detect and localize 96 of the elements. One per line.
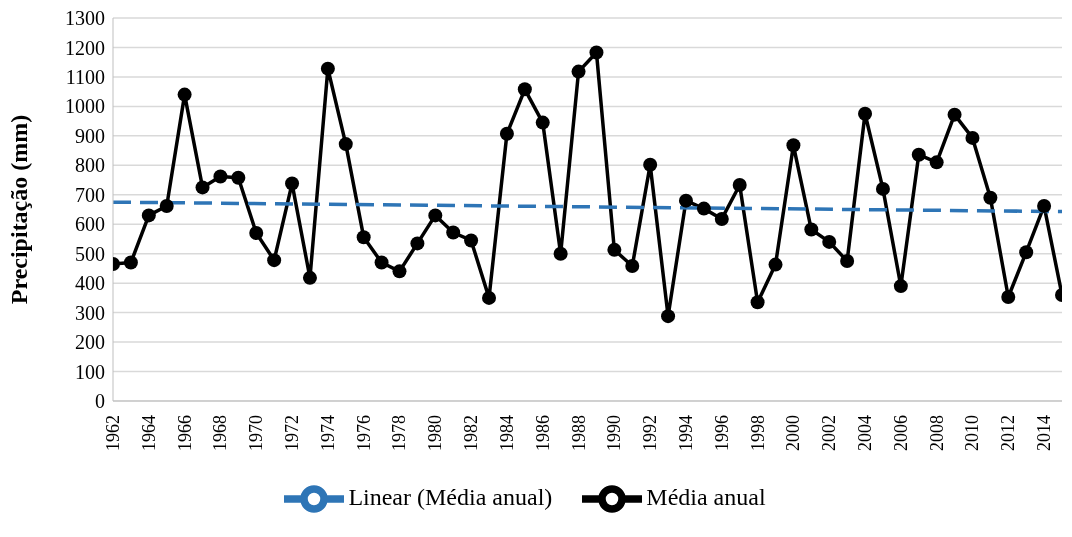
point — [428, 208, 443, 223]
x-tick-label: 1984 — [496, 415, 517, 451]
y-tick-label: 700 — [75, 183, 105, 206]
point — [356, 230, 371, 245]
y-tick-label: 0 — [95, 390, 105, 413]
point — [911, 147, 926, 162]
point — [947, 107, 962, 122]
point — [804, 222, 819, 237]
y-tick-label: 600 — [75, 213, 105, 236]
x-tick-label: 1978 — [389, 415, 410, 451]
x-tick-label: 1994 — [675, 415, 696, 451]
point — [1001, 290, 1016, 304]
y-tick-label: 900 — [75, 124, 105, 147]
legend-label: Média anual — [646, 483, 766, 510]
x-tick-label: 2006 — [890, 415, 911, 451]
point — [392, 264, 407, 279]
point — [786, 138, 801, 153]
point — [267, 253, 282, 268]
x-tick-label: 1992 — [640, 415, 661, 451]
y-tick-label: 1100 — [65, 66, 105, 89]
point — [285, 176, 300, 191]
x-tick-label: 2004 — [855, 415, 876, 451]
x-tick-label: 1982 — [461, 415, 482, 451]
point — [374, 255, 389, 270]
x-tick-label: 2000 — [783, 415, 804, 451]
point — [929, 155, 944, 170]
x-tick-label: 1980 — [425, 415, 446, 451]
point — [123, 255, 138, 270]
point — [768, 257, 783, 272]
point — [750, 295, 765, 310]
y-tick-label: 1300 — [65, 7, 105, 30]
point — [159, 198, 174, 213]
point — [893, 279, 908, 294]
point — [535, 115, 550, 130]
point — [499, 126, 514, 141]
point — [678, 193, 693, 208]
y-tick-label: 300 — [75, 301, 105, 324]
point — [732, 178, 747, 193]
point — [875, 181, 890, 196]
point — [714, 211, 729, 226]
point — [141, 208, 156, 223]
y-tick-label: 200 — [75, 331, 105, 354]
point — [858, 106, 873, 121]
point — [464, 233, 479, 248]
point — [338, 137, 353, 152]
point — [696, 201, 711, 216]
point — [661, 309, 676, 324]
x-tick-label: 1990 — [604, 415, 625, 451]
y-axis-title: Precipitação (mm) — [5, 114, 32, 305]
x-tick-label: 1966 — [174, 415, 195, 451]
point — [1037, 198, 1052, 213]
y-tick-label: 800 — [75, 154, 105, 177]
point — [643, 157, 658, 172]
x-tick-label: 1998 — [747, 415, 768, 451]
point — [231, 170, 246, 185]
point — [840, 254, 855, 269]
point — [195, 180, 210, 195]
point — [965, 130, 980, 145]
x-tick-label: 2008 — [926, 415, 947, 451]
point — [983, 190, 998, 205]
x-tick-label: 1996 — [711, 415, 732, 451]
point — [607, 242, 622, 257]
point — [177, 87, 192, 102]
y-tick-label: 1200 — [65, 36, 105, 59]
x-tick-label: 2002 — [819, 415, 840, 451]
point — [571, 64, 586, 79]
x-tick-label: 1968 — [210, 415, 231, 451]
point — [1019, 245, 1034, 260]
x-tick-label: 2014 — [1034, 415, 1055, 451]
point — [517, 82, 532, 97]
y-tick-label: 1000 — [65, 95, 105, 118]
point — [410, 236, 425, 251]
x-tick-label: 1986 — [532, 415, 553, 451]
y-tick-label: 400 — [75, 272, 105, 295]
x-tick-label: 1976 — [353, 415, 374, 451]
point — [446, 225, 461, 240]
x-tick-label: 1962 — [103, 415, 123, 451]
point — [822, 234, 837, 249]
point — [249, 226, 264, 241]
legend-label: Linear (Média anual) — [348, 483, 553, 510]
point — [302, 270, 317, 285]
point — [589, 45, 604, 60]
x-tick-label: 1988 — [568, 415, 589, 451]
x-tick-label: 1974 — [317, 415, 338, 451]
y-tick-label: 500 — [75, 242, 105, 265]
x-tick-label: 2010 — [962, 415, 983, 451]
x-tick-label: 1970 — [246, 415, 267, 451]
y-tick-label: 100 — [75, 360, 105, 383]
x-tick-label: 1972 — [282, 415, 303, 451]
x-tick-label: 2012 — [998, 415, 1019, 451]
x-tick-label: 1964 — [138, 415, 159, 451]
point — [553, 246, 568, 261]
point — [320, 61, 335, 76]
point — [482, 290, 497, 305]
point — [625, 259, 640, 274]
point — [213, 169, 228, 184]
